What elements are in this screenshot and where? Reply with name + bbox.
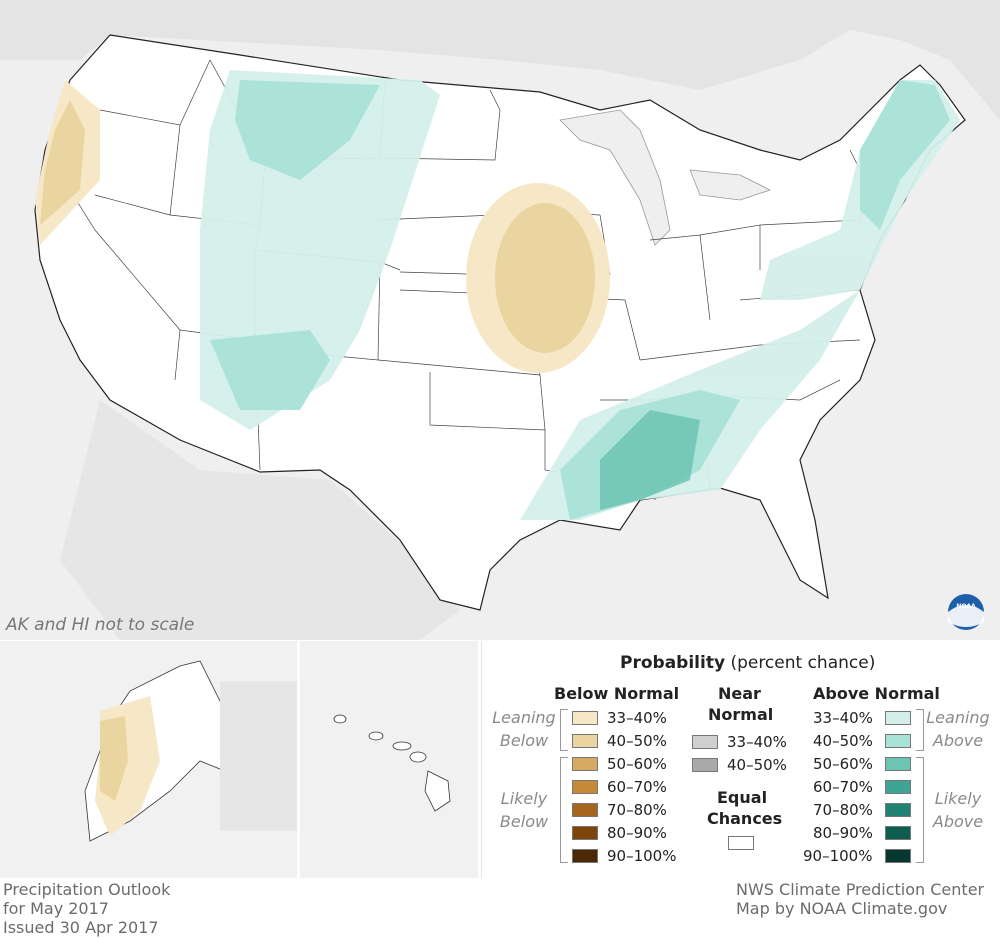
- equal-chances-header-2: Chances: [707, 809, 783, 828]
- above-core-zone: [600, 410, 700, 510]
- legend-title: Probability (percent chance): [620, 653, 875, 673]
- outlook-period: for May 2017: [3, 899, 109, 918]
- below-label-50-60: 50–60%: [607, 755, 667, 773]
- below-swatch-60-70: [572, 780, 598, 794]
- above-label-60-70: 60–70%: [813, 778, 873, 796]
- likely-above-label-1: Likely: [934, 789, 982, 808]
- below-label-80-90: 80–90%: [607, 824, 667, 842]
- below-label-33-40: 33–40%: [607, 709, 667, 727]
- above-swatch-33-40: [885, 711, 911, 725]
- likely-below-bracket: [560, 757, 568, 863]
- below-label-60-70: 60–70%: [607, 778, 667, 796]
- alaska-map: [84, 660, 297, 842]
- hawaii-map: [333, 714, 451, 812]
- footer-right: NWS Climate Prediction Center Map by NOA…: [736, 880, 984, 918]
- near-swatch-40-50: [692, 758, 718, 772]
- below-label-90-100: 90–100%: [607, 847, 677, 865]
- equal-chances-header-1: Equal: [717, 788, 768, 807]
- likely-below-label-2: Below: [499, 812, 549, 831]
- likely-above-label-2: Above: [932, 812, 984, 831]
- legend: Probability (percent chance) Below Norma…: [481, 641, 1000, 878]
- credit-cpc: NWS Climate Prediction Center: [736, 880, 985, 899]
- above-label-90-100: 90–100%: [803, 847, 873, 865]
- below-swatch-80-90: [572, 826, 598, 840]
- below-zones: [35, 80, 610, 373]
- leaning-above-bracket: [916, 709, 924, 751]
- credit-climate-gov: Map by NOAA Climate.gov: [736, 899, 948, 918]
- below-swatch-40-50: [572, 734, 598, 748]
- likely-above-bracket: [916, 757, 924, 863]
- above-label-33-40: 33–40%: [813, 709, 873, 727]
- leaning-below-label-2: Below: [499, 731, 549, 750]
- above-swatch-60-70: [885, 780, 911, 794]
- below-label-70-80: 70–80%: [607, 801, 667, 819]
- above-swatch-80-90: [885, 826, 911, 840]
- leaning-above-label-2: Above: [932, 731, 984, 750]
- mexico-landmass: [60, 400, 460, 640]
- equal-chances-swatch: [728, 836, 754, 850]
- leaning-below-label-1: Leaning: [492, 708, 556, 727]
- above-swatch-40-50: [885, 734, 911, 748]
- below-swatch-50-60: [572, 757, 598, 771]
- near-label-33-40: 33–40%: [727, 733, 787, 751]
- near-normal-header-1: Near: [718, 684, 761, 703]
- great-lakes: [559, 109, 772, 246]
- footer-left: Precipitation Outlook for May 2017 Issue…: [3, 880, 170, 937]
- above-normal-header: Above Normal: [813, 684, 940, 703]
- near-swatch-33-40: [692, 735, 718, 749]
- leaning-above-label-1: Leaning: [926, 708, 990, 727]
- outlook-issued: Issued 30 Apr 2017: [3, 918, 159, 937]
- above-label-40-50: 40–50%: [813, 732, 873, 750]
- alaska-inset: [0, 641, 297, 878]
- below-label-40-50: 40–50%: [607, 732, 667, 750]
- likely-below-label-1: Likely: [500, 789, 548, 808]
- below-swatch-70-80: [572, 803, 598, 817]
- above-swatch-70-80: [885, 803, 911, 817]
- noaa-logo: NOAA: [948, 594, 984, 630]
- legend-title-main: Probability: [620, 653, 726, 673]
- above-label-70-80: 70–80%: [813, 801, 873, 819]
- svg-text:NOAA: NOAA: [956, 603, 976, 610]
- below-swatch-90-100: [572, 849, 598, 863]
- near-normal-header-2: Normal: [708, 705, 774, 724]
- above-swatch-90-100: [885, 849, 911, 863]
- legend-title-suffix: (percent chance): [730, 653, 876, 673]
- leaning-below-bracket: [560, 709, 568, 751]
- below-swatch-33-40: [572, 711, 598, 725]
- not-to-scale-note: AK and HI not to scale: [6, 615, 195, 635]
- below-normal-header: Below Normal: [554, 684, 680, 703]
- near-label-40-50: 40–50%: [727, 756, 787, 774]
- above-swatch-50-60: [885, 757, 911, 771]
- above-label-50-60: 50–60%: [813, 755, 873, 773]
- canada-landmass: [0, 0, 1000, 120]
- outlook-title: Precipitation Outlook: [3, 880, 171, 899]
- hawaii-inset: [300, 641, 478, 878]
- conus-map: NOAA: [0, 0, 1000, 640]
- above-label-80-90: 80–90%: [813, 824, 873, 842]
